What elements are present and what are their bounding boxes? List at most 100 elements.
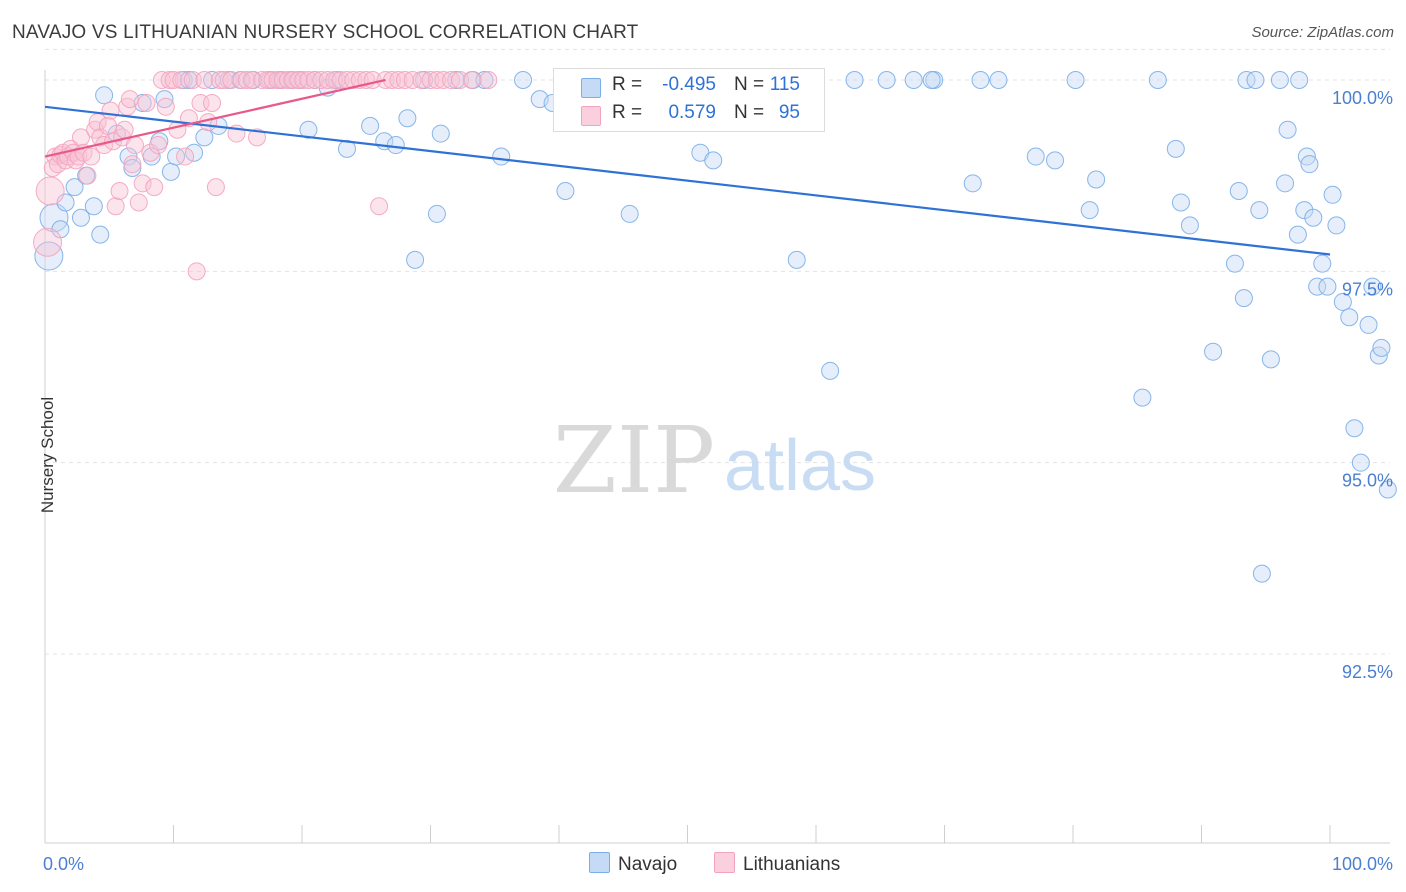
lithuanian-point-52 xyxy=(206,178,225,197)
navajo-point-47 xyxy=(475,71,494,89)
lithuanian-n-value: 95 xyxy=(778,102,800,123)
y-tick-label-2: 97.5% xyxy=(1342,279,1393,299)
navajo-point-71 xyxy=(1026,147,1045,166)
stats-legend: R = -0.495 N = 115 R = 0.579 N = 95 xyxy=(553,68,825,132)
lithuanian-point-88 xyxy=(421,71,440,89)
navajo-point-20 xyxy=(179,71,198,89)
lithuanian-point-61 xyxy=(253,71,272,89)
navajo-point-76 xyxy=(1133,388,1152,407)
navajo-trend-line xyxy=(44,105,1331,256)
navajo-point-69 xyxy=(971,71,990,89)
lithuanian-point-31 xyxy=(125,136,144,155)
navajo-point-73 xyxy=(1066,71,1085,89)
lithuanian-point-62 xyxy=(258,71,277,89)
navajo-point-74 xyxy=(1080,201,1099,220)
lithuanian-points xyxy=(33,71,498,281)
lithuanian-point-41 xyxy=(164,71,183,89)
navajo-point-84 xyxy=(1234,289,1253,308)
navajo-point-80 xyxy=(1180,216,1199,235)
lithuanian-n-label: N = xyxy=(734,102,765,123)
lithuanian-point-47 xyxy=(187,262,206,281)
navajo-legend-swatch xyxy=(589,852,610,873)
navajo-point-41 xyxy=(406,250,425,269)
lithuanian-point-36 xyxy=(145,178,164,197)
lithuanian-point-77 xyxy=(344,71,363,89)
legend-row-lithuanian: R = 0.579 N = 95 xyxy=(554,99,824,129)
legend-item-navajo: Navajo xyxy=(589,852,677,876)
source-label: Source: ZipAtlas.com xyxy=(1251,24,1394,41)
lithuanian-point-21 xyxy=(98,116,117,135)
lithuanian-point-75 xyxy=(331,71,350,89)
navajo-point-110 xyxy=(1246,71,1265,89)
navajo-point-114 xyxy=(787,250,806,269)
watermark-atlas: atlas xyxy=(724,426,876,506)
navajo-point-39 xyxy=(386,136,405,155)
navajo-point-56 xyxy=(620,204,639,223)
navajo-point-65 xyxy=(877,71,896,89)
lithuanian-point-74 xyxy=(325,71,344,89)
navajo-point-32 xyxy=(299,120,318,139)
lithuanian-point-1 xyxy=(35,176,65,206)
lithuanian-point-84 xyxy=(389,71,408,89)
lithuanian-point-66 xyxy=(278,71,297,89)
navajo-point-40 xyxy=(398,109,417,128)
lithuanian-point-35 xyxy=(141,143,160,162)
lithuanian-point-60 xyxy=(248,128,267,147)
x-tick-label-1: 100.0% xyxy=(1332,854,1393,874)
lithuanian-point-70 xyxy=(299,71,318,89)
navajo-point-85 xyxy=(1250,201,1269,220)
lithuanian-point-73 xyxy=(318,71,337,89)
lithuanian-point-65 xyxy=(273,71,292,89)
navajo-swatch xyxy=(581,78,601,98)
lithuanian-legend-swatch xyxy=(714,852,735,873)
lithuanian-point-59 xyxy=(242,71,261,89)
lithuanian-legend-label: Lithuanians xyxy=(743,854,841,875)
navajo-r-value: -0.495 xyxy=(662,74,716,95)
lithuanian-point-39 xyxy=(156,97,175,116)
gridlines xyxy=(45,48,1390,655)
navajo-point-64 xyxy=(845,71,864,89)
lithuanian-point-13 xyxy=(71,128,90,147)
navajo-point-99 xyxy=(1327,216,1346,235)
lithuanian-point-58 xyxy=(237,71,256,89)
navajo-point-17 xyxy=(161,162,180,181)
lithuanian-point-54 xyxy=(214,71,233,89)
navajo-n-value: 115 xyxy=(769,74,800,95)
navajo-point-78 xyxy=(1166,139,1185,158)
navajo-point-90 xyxy=(1288,225,1307,244)
navajo-point-105 xyxy=(1363,277,1382,296)
x-tick-label-0: 0.0% xyxy=(43,854,84,874)
lithuanian-point-89 xyxy=(427,71,446,89)
navajo-point-75 xyxy=(1087,170,1106,189)
navajo-point-81 xyxy=(1204,342,1223,361)
chart-title: NAVAJO VS LITHUANIAN NURSERY SCHOOL CORR… xyxy=(12,22,639,43)
lithuanian-point-34 xyxy=(137,93,156,112)
lithuanian-point-33 xyxy=(133,174,152,193)
navajo-point-107 xyxy=(1372,338,1391,357)
lithuanian-point-55 xyxy=(222,71,241,89)
lithuanian-point-32 xyxy=(129,193,148,212)
navajo-point-91 xyxy=(1295,201,1314,220)
navajo-point-52 xyxy=(556,181,575,200)
navajo-point-21 xyxy=(185,143,204,162)
navajo-point-111 xyxy=(1290,71,1309,89)
navajo-point-95 xyxy=(1308,277,1327,296)
navajo-point-79 xyxy=(1171,193,1190,212)
navajo-point-5 xyxy=(71,208,90,227)
lithuanian-point-71 xyxy=(305,71,324,89)
lithuanian-r-label: R = xyxy=(612,102,643,123)
navajo-point-4 xyxy=(65,178,84,197)
navajo-point-104 xyxy=(1359,315,1378,334)
navajo-point-101 xyxy=(1340,308,1359,327)
trend-lines xyxy=(44,78,1331,256)
navajo-r-label: R = xyxy=(612,74,643,95)
lithuanian-point-37 xyxy=(149,136,168,155)
lithuanian-point-93 xyxy=(462,71,481,89)
lithuanian-point-16 xyxy=(82,147,101,166)
navajo-point-97 xyxy=(1318,277,1337,296)
navajo-points xyxy=(34,71,1397,583)
navajo-point-100 xyxy=(1333,292,1352,311)
navajo-point-3 xyxy=(56,193,75,212)
navajo-point-49 xyxy=(514,71,533,89)
